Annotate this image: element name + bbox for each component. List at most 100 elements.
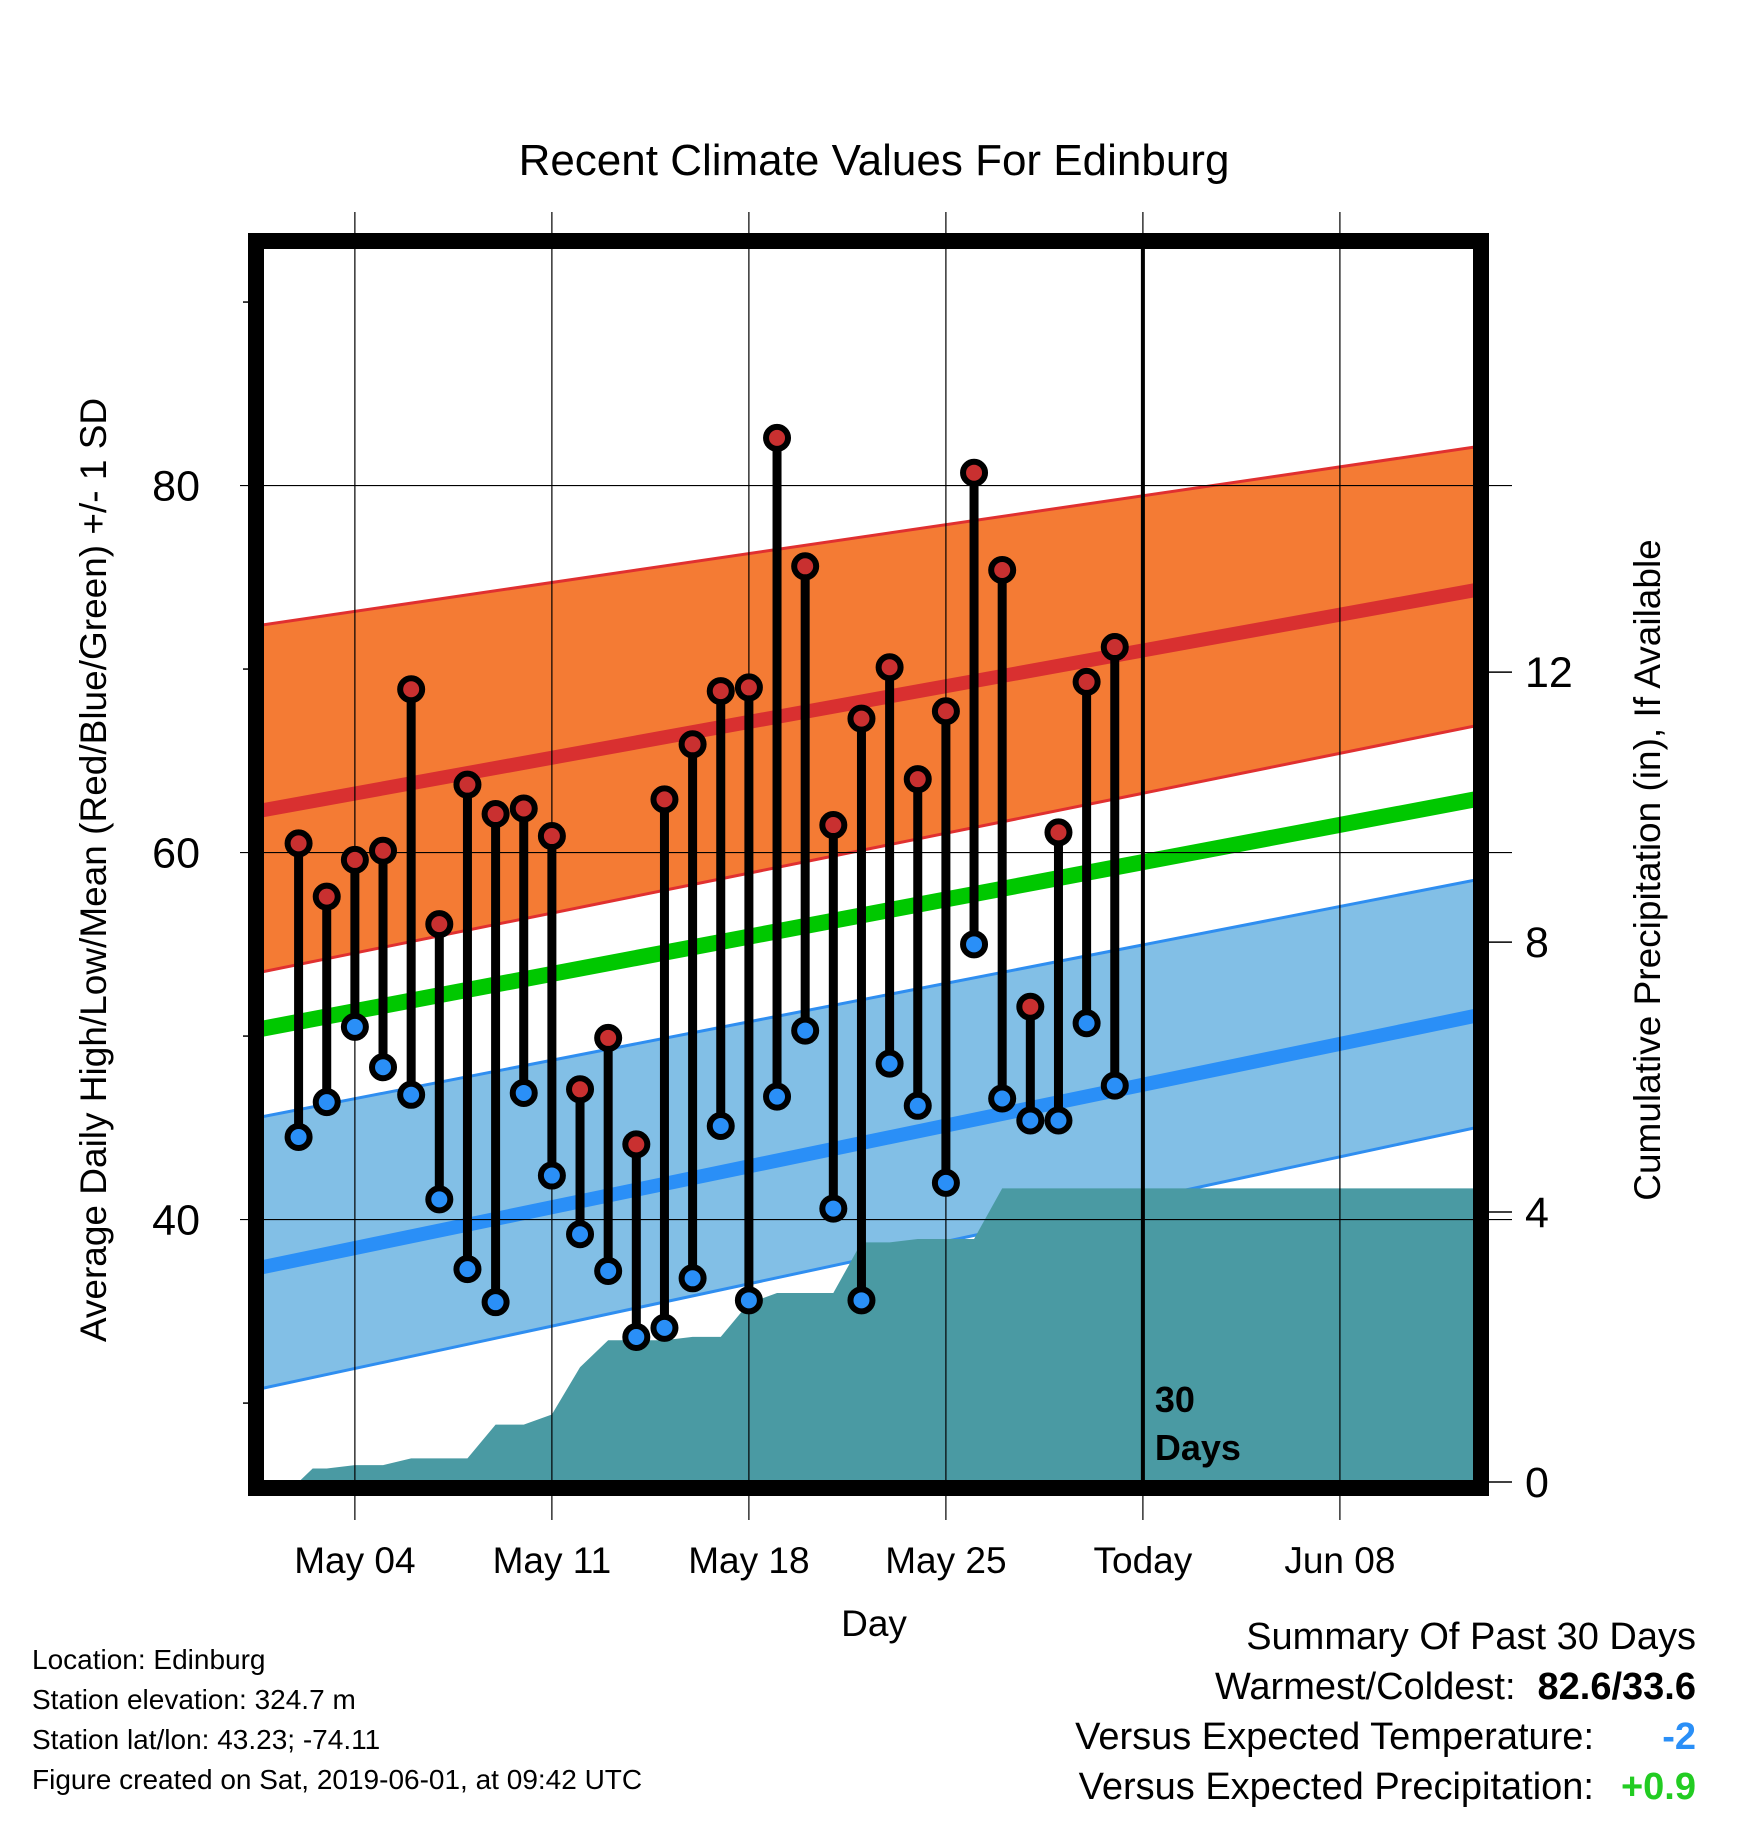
daily-low-point bbox=[1100, 1071, 1129, 1100]
daily-low-point bbox=[875, 1049, 904, 1078]
daily-low-point bbox=[369, 1053, 398, 1082]
daily-high-point bbox=[903, 765, 932, 794]
daily-high-point bbox=[369, 836, 398, 865]
daily-low-point bbox=[481, 1288, 510, 1317]
x-tick-label: May 11 bbox=[493, 1540, 612, 1581]
x-tick-label: May 18 bbox=[688, 1540, 809, 1581]
daily-low-point bbox=[734, 1286, 763, 1315]
daily-low-point bbox=[1016, 1106, 1045, 1135]
daily-low-point bbox=[425, 1185, 454, 1214]
plot-area: 30 Days 40 60 80 0 4 8 12 May 04 May 11 May 18 May 2… bbox=[152, 212, 1573, 1581]
x-tick-label: Today bbox=[1094, 1540, 1193, 1581]
summary-panel: Summary Of Past 30 Days Warmest/Coldest:… bbox=[1075, 1612, 1696, 1812]
daily-high-point bbox=[650, 785, 679, 814]
daily-low-point bbox=[1072, 1009, 1101, 1038]
daily-high-point bbox=[537, 822, 566, 851]
daily-low-point bbox=[566, 1220, 595, 1249]
y-tick-label: 60 bbox=[152, 830, 200, 878]
x-tick-label: Jun 08 bbox=[1284, 1540, 1395, 1581]
daily-high-point bbox=[509, 794, 538, 823]
daily-low-point bbox=[509, 1078, 538, 1107]
x-axis-label: Day bbox=[841, 1603, 907, 1644]
daily-low-point bbox=[453, 1255, 482, 1284]
daily-high-point bbox=[453, 770, 482, 799]
daily-low-point bbox=[988, 1084, 1017, 1113]
created-text: Figure created on Sat, 2019-06-01, at 09… bbox=[32, 1764, 643, 1795]
normal-high-band-upper-edge bbox=[262, 445, 1475, 627]
daily-high-point bbox=[481, 800, 510, 829]
daily-low-point bbox=[791, 1016, 820, 1045]
daily-high-point bbox=[960, 458, 989, 487]
y2-tick-label: 8 bbox=[1525, 919, 1549, 967]
chart-title: Recent Climate Values For Edinburg bbox=[519, 136, 1230, 185]
daily-high-point bbox=[425, 910, 454, 939]
daily-high-point bbox=[847, 704, 876, 733]
location-text: Location: Edinburg bbox=[32, 1644, 266, 1675]
precip-label: Versus Expected Precipitation: bbox=[1078, 1766, 1594, 1808]
daily-low-point bbox=[397, 1080, 426, 1109]
warmest-coldest-label: Warmest/Coldest: bbox=[1214, 1666, 1516, 1708]
daily-high-point bbox=[734, 673, 763, 702]
daily-low-point bbox=[622, 1323, 651, 1352]
daily-low-point bbox=[931, 1168, 960, 1197]
y-tick-label: 40 bbox=[152, 1197, 200, 1245]
daily-high-point bbox=[1072, 667, 1101, 696]
cumulative-precip-area bbox=[262, 1188, 1475, 1482]
today-days-label: Days bbox=[1155, 1427, 1241, 1468]
daily-high-point bbox=[988, 555, 1017, 584]
summary-warmest-coldest: Warmest/Coldest: 82.6/33.6 bbox=[1075, 1662, 1696, 1712]
daily-high-point bbox=[931, 697, 960, 726]
daily-low-point bbox=[312, 1088, 341, 1117]
y-axis-label: Average Daily High/Low/Mean (Red/Blue/Gr… bbox=[73, 398, 114, 1342]
daily-low-point bbox=[650, 1313, 679, 1342]
daily-low-point bbox=[819, 1194, 848, 1223]
daily-high-point bbox=[312, 882, 341, 911]
x-tick-label: May 25 bbox=[885, 1540, 1006, 1581]
daily-high-point bbox=[875, 653, 904, 682]
daily-high-point bbox=[1044, 818, 1073, 847]
daily-high-point bbox=[1100, 633, 1129, 662]
summary-title: Summary Of Past 30 Days bbox=[1246, 1616, 1696, 1658]
daily-high-point bbox=[706, 677, 735, 706]
daily-low-point bbox=[1044, 1106, 1073, 1135]
daily-high-point bbox=[678, 730, 707, 759]
precip-value: +0.9 bbox=[1620, 1766, 1696, 1808]
daily-low-point bbox=[847, 1286, 876, 1315]
daily-high-point bbox=[594, 1023, 623, 1052]
y-tick-label: 80 bbox=[152, 463, 200, 511]
daily-high-point bbox=[397, 675, 426, 704]
today-days-label: 30 bbox=[1155, 1379, 1195, 1420]
daily-high-point bbox=[1016, 992, 1045, 1021]
temp-value: -2 bbox=[1662, 1716, 1696, 1758]
daily-low-point bbox=[960, 930, 989, 959]
station-info: Location: Edinburg Station elevation: 32… bbox=[32, 1640, 642, 1800]
y2-tick-label: 12 bbox=[1525, 649, 1573, 697]
daily-high-point bbox=[622, 1130, 651, 1159]
temp-label: Versus Expected Temperature: bbox=[1075, 1716, 1594, 1758]
daily-low-point bbox=[706, 1111, 735, 1140]
daily-high-point bbox=[819, 811, 848, 840]
normal-low-band bbox=[262, 880, 1475, 1389]
plot-clip-group bbox=[262, 445, 1475, 1482]
daily-high-point bbox=[566, 1075, 595, 1104]
summary-precipitation: Versus Expected Precipitation: +0.9 bbox=[1075, 1762, 1696, 1812]
daily-low-point bbox=[594, 1256, 623, 1285]
x-tick-label: May 04 bbox=[294, 1540, 415, 1581]
summary-temperature: Versus Expected Temperature: -2 bbox=[1075, 1712, 1696, 1762]
y2-tick-label: 0 bbox=[1525, 1459, 1549, 1507]
daily-low-point bbox=[284, 1123, 313, 1152]
latlon-text: Station lat/lon: 43.23; -74.11 bbox=[32, 1724, 381, 1755]
y2-axis-label: Cumulative Precipitation (in), If Availa… bbox=[1627, 539, 1668, 1201]
elevation-text: Station elevation: 324.7 m bbox=[32, 1684, 356, 1715]
daily-high-point bbox=[763, 423, 792, 452]
daily-high-point bbox=[791, 552, 820, 581]
daily-low-point bbox=[340, 1012, 369, 1041]
daily-high-point bbox=[340, 845, 369, 874]
daily-high-point bbox=[284, 829, 313, 858]
plot-frame bbox=[248, 233, 1489, 1496]
daily-low-point bbox=[678, 1264, 707, 1293]
daily-low-point bbox=[903, 1091, 932, 1120]
warmest-coldest-value: 82.6/33.6 bbox=[1537, 1666, 1696, 1708]
daily-low-point bbox=[537, 1161, 566, 1190]
